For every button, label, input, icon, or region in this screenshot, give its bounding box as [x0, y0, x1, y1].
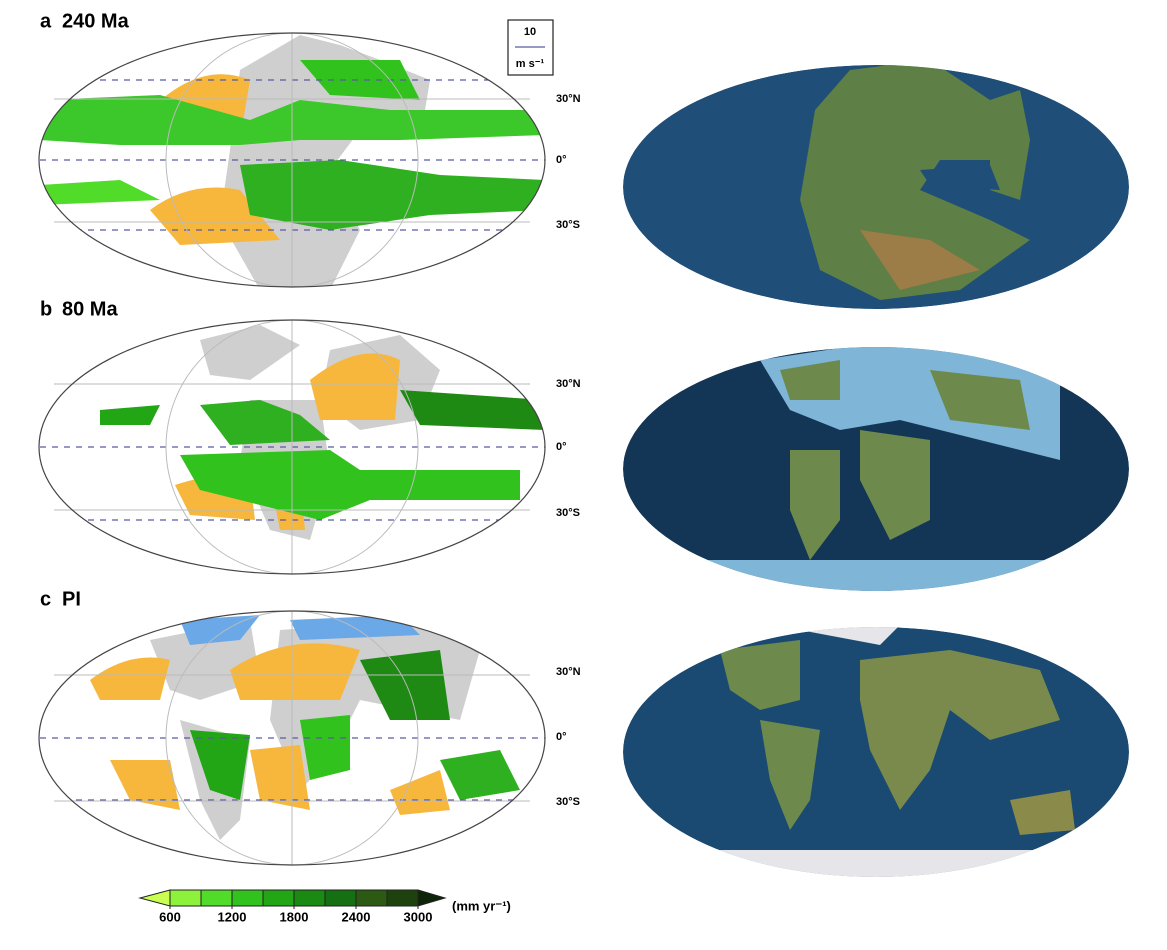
panel-label: a: [40, 10, 52, 32]
latitude-label: 30°S: [556, 219, 580, 231]
colorbar-box: [262, 889, 295, 907]
latitude-label: 30°N: [556, 378, 581, 390]
reference-vector: 10 m s⁻¹: [507, 19, 554, 76]
latitude-label: 0°: [556, 731, 567, 743]
colorbar-tick-label: 600: [159, 909, 181, 924]
latitude-label: 30°S: [556, 796, 580, 808]
paleogeography-map-b: [623, 347, 1129, 591]
colorbar-end: [417, 889, 447, 907]
colorbar-unit: (mm yr⁻¹): [452, 898, 511, 913]
reference-value: 10: [524, 26, 536, 38]
colorbar-end: [138, 889, 171, 907]
colorbar-box: [200, 889, 233, 907]
panel-label: b: [40, 298, 52, 320]
panel-title: 240 Ma: [62, 10, 130, 32]
panel-title: 80 Ma: [62, 298, 118, 320]
colorbar-box: [355, 889, 388, 907]
colorbar-tick-label: 1200: [218, 909, 247, 924]
graticule-c: [38, 610, 546, 866]
colorbar-box: [169, 889, 202, 907]
latitude-label: 0°: [556, 441, 567, 453]
colorbar-tick-label: 1800: [280, 909, 309, 924]
latitude-label: 30°S: [556, 507, 580, 519]
latitude-label: 0°: [556, 154, 567, 166]
colorbar-box: [386, 889, 419, 907]
graticule-b: [38, 319, 546, 575]
graticule-a: [38, 32, 546, 288]
labels: a 240 Ma 30°N 0° 30°S b 80 Ma 30°N 0° 30°S c PI 30°N…: [40, 10, 581, 808]
panel-title: PI: [62, 588, 81, 610]
colorbar-tick-label: 3000: [404, 909, 433, 924]
reference-unit: m s⁻¹: [516, 58, 545, 70]
colorbar-box: [324, 889, 357, 907]
colorbar-box: [231, 889, 264, 907]
colorbar-box: [293, 889, 326, 907]
colorbar-tick-label: 2400: [342, 909, 371, 924]
latitude-label: 30°N: [556, 666, 581, 678]
paleogeography-map-c: [623, 627, 1129, 877]
paleogeography-map-a: [623, 65, 1129, 309]
panel-label: c: [40, 588, 51, 610]
colorbar: 600 1200 1800 2400 3000 (mm yr⁻¹): [138, 889, 511, 924]
latitude-label: 30°N: [556, 93, 581, 105]
